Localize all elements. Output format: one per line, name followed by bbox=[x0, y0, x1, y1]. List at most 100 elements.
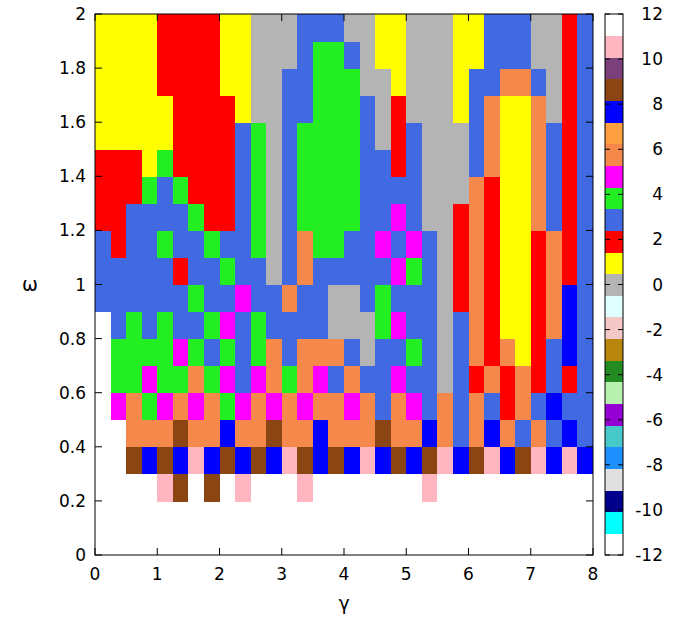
cell bbox=[235, 41, 251, 69]
x-tick bbox=[344, 14, 345, 21]
cell bbox=[220, 501, 236, 529]
colorbar-segment bbox=[605, 101, 623, 123]
cell bbox=[469, 176, 485, 204]
cell bbox=[142, 474, 158, 502]
x-tick-label: 4 bbox=[339, 564, 350, 584]
cell bbox=[375, 95, 391, 123]
cell bbox=[500, 366, 516, 394]
cell bbox=[266, 420, 282, 448]
cell bbox=[562, 122, 578, 150]
colorbar-tick bbox=[605, 239, 610, 240]
cell bbox=[204, 176, 220, 204]
cell bbox=[531, 501, 547, 529]
cell bbox=[375, 122, 391, 150]
colorbar-segment bbox=[605, 447, 623, 469]
cell bbox=[453, 312, 469, 340]
cell bbox=[344, 68, 360, 96]
x-tick-label: 0 bbox=[90, 564, 101, 584]
cell bbox=[469, 230, 485, 258]
colorbar-tick bbox=[618, 329, 623, 330]
cell bbox=[422, 95, 438, 123]
cell bbox=[297, 230, 313, 258]
cell bbox=[297, 474, 313, 502]
y-tick bbox=[95, 68, 102, 69]
cell bbox=[95, 393, 111, 421]
cell bbox=[546, 393, 562, 421]
cell bbox=[251, 339, 267, 367]
cell bbox=[469, 501, 485, 529]
y-tick bbox=[95, 338, 102, 339]
cell bbox=[328, 230, 344, 258]
cell bbox=[220, 176, 236, 204]
colorbar-tick bbox=[618, 104, 623, 105]
cell bbox=[375, 501, 391, 529]
cell bbox=[562, 68, 578, 96]
cell bbox=[391, 68, 407, 96]
x-tick bbox=[593, 14, 594, 21]
cell bbox=[126, 149, 142, 177]
cell bbox=[157, 149, 173, 177]
cell bbox=[95, 285, 111, 313]
cell bbox=[546, 230, 562, 258]
cell bbox=[391, 420, 407, 448]
cell bbox=[251, 230, 267, 258]
cell bbox=[360, 366, 376, 394]
cell bbox=[282, 420, 298, 448]
cell bbox=[484, 393, 500, 421]
colorbar-tick-label: -6 bbox=[646, 410, 663, 430]
colorbar-tick-label: -2 bbox=[646, 320, 663, 340]
cell bbox=[188, 474, 204, 502]
cell bbox=[111, 447, 127, 475]
cell bbox=[188, 339, 204, 367]
y-tick-label: 0.2 bbox=[59, 491, 86, 511]
cell bbox=[437, 68, 453, 96]
colorbar-tick bbox=[605, 194, 610, 195]
cell bbox=[142, 122, 158, 150]
cell bbox=[484, 68, 500, 96]
cell bbox=[235, 285, 251, 313]
cell bbox=[500, 257, 516, 285]
colorbar-segment bbox=[605, 165, 623, 187]
colorbar-tick-label: 8 bbox=[652, 94, 663, 114]
cell bbox=[531, 339, 547, 367]
cell bbox=[126, 122, 142, 150]
cell bbox=[437, 149, 453, 177]
cell bbox=[251, 176, 267, 204]
cell bbox=[406, 230, 422, 258]
x-tick bbox=[219, 548, 220, 555]
cell bbox=[157, 95, 173, 123]
colorbar-tick bbox=[618, 59, 623, 60]
cell bbox=[111, 149, 127, 177]
cell bbox=[282, 501, 298, 529]
cell bbox=[500, 339, 516, 367]
y-tick bbox=[586, 230, 593, 231]
cell bbox=[360, 203, 376, 231]
cell bbox=[220, 474, 236, 502]
cell bbox=[173, 366, 189, 394]
cell bbox=[469, 257, 485, 285]
cell bbox=[188, 366, 204, 394]
cell bbox=[251, 122, 267, 150]
plot-frame bbox=[95, 14, 593, 555]
cell bbox=[577, 257, 593, 285]
cell bbox=[422, 501, 438, 529]
cell bbox=[313, 14, 329, 42]
cell bbox=[422, 285, 438, 313]
cell bbox=[577, 203, 593, 231]
cell bbox=[562, 312, 578, 340]
colorbar-segment bbox=[605, 404, 623, 426]
cell bbox=[391, 312, 407, 340]
cell bbox=[469, 14, 485, 42]
cell bbox=[406, 203, 422, 231]
cell bbox=[515, 68, 531, 96]
colorbar-segment bbox=[605, 36, 623, 58]
cell bbox=[142, 528, 158, 555]
cell bbox=[453, 203, 469, 231]
cell bbox=[95, 420, 111, 448]
cell bbox=[111, 230, 127, 258]
y-tick bbox=[586, 555, 593, 556]
x-tick bbox=[468, 14, 469, 21]
cell bbox=[515, 474, 531, 502]
cell bbox=[453, 339, 469, 367]
y-tick-label: 1.6 bbox=[59, 112, 86, 132]
